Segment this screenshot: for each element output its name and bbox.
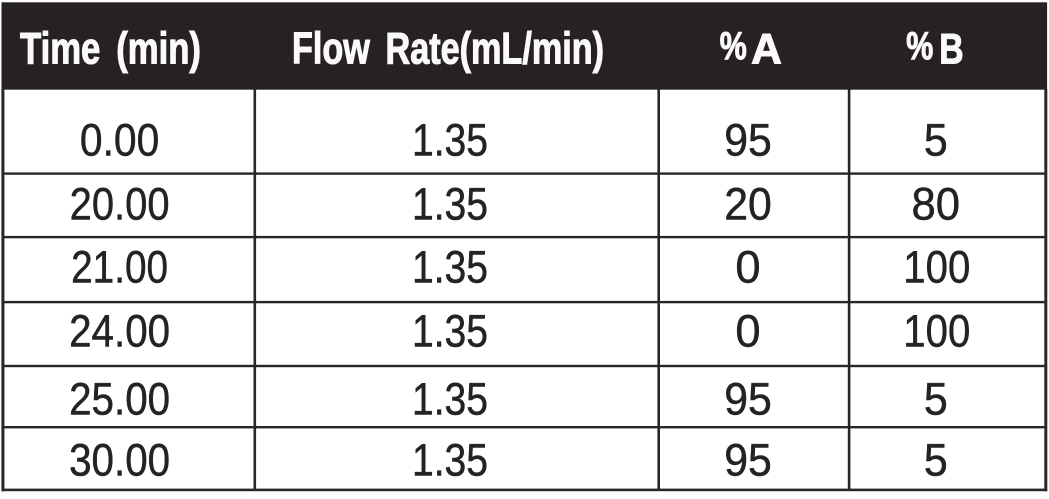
svg-text:Flow Rate(mL/min): Flow Rate(mL/min) bbox=[292, 25, 604, 74]
svg-text:20: 20 bbox=[724, 178, 772, 229]
svg-text:B: B bbox=[939, 26, 963, 74]
svg-text:100: 100 bbox=[903, 241, 970, 292]
svg-text:95: 95 bbox=[724, 373, 772, 424]
svg-text:5: 5 bbox=[924, 434, 948, 485]
svg-text:100: 100 bbox=[903, 305, 970, 356]
svg-text:95: 95 bbox=[724, 434, 772, 485]
svg-text:%: % bbox=[720, 25, 747, 68]
svg-text:A: A bbox=[751, 26, 782, 74]
svg-text:20.00: 20.00 bbox=[70, 178, 170, 229]
svg-text:1.35: 1.35 bbox=[412, 178, 488, 229]
svg-text:5: 5 bbox=[924, 373, 948, 424]
svg-text:0.00: 0.00 bbox=[80, 114, 159, 165]
svg-text:1.35: 1.35 bbox=[412, 434, 488, 485]
svg-text:Time (min): Time (min) bbox=[20, 25, 201, 74]
svg-text:%: % bbox=[906, 25, 933, 68]
svg-text:1.35: 1.35 bbox=[412, 373, 488, 424]
svg-text:24.00: 24.00 bbox=[69, 305, 170, 356]
svg-text:80: 80 bbox=[912, 178, 961, 229]
svg-text:0: 0 bbox=[735, 241, 760, 292]
svg-text:0: 0 bbox=[735, 305, 760, 356]
svg-text:5: 5 bbox=[924, 114, 948, 165]
svg-text:1.35: 1.35 bbox=[412, 305, 488, 356]
svg-text:1.35: 1.35 bbox=[412, 114, 488, 165]
svg-text:21.00: 21.00 bbox=[71, 241, 168, 292]
svg-text:30.00: 30.00 bbox=[69, 434, 170, 485]
svg-text:25.00: 25.00 bbox=[69, 373, 170, 424]
svg-text:95: 95 bbox=[724, 114, 772, 165]
svg-text:1.35: 1.35 bbox=[412, 241, 488, 292]
